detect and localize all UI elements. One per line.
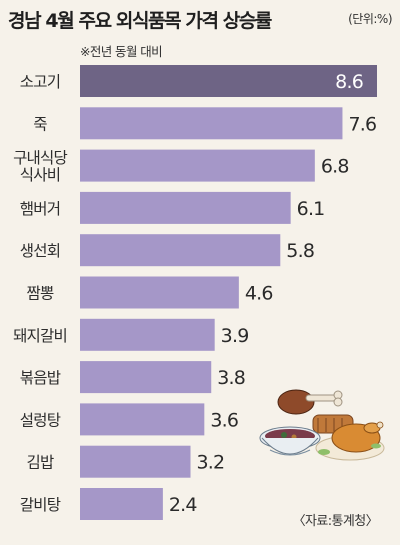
value-label: 3.9 xyxy=(221,325,249,347)
value-label: 4.6 xyxy=(245,283,273,305)
chart-title: 경남 4월 주요 외식품목 가격 상승률 xyxy=(8,10,272,32)
bar xyxy=(80,488,163,520)
value-label: 6.1 xyxy=(297,198,325,220)
bar xyxy=(80,276,239,309)
category-label: 볶음밥 xyxy=(20,369,61,387)
category-label: 김밥 xyxy=(27,454,54,472)
category-label: 죽 xyxy=(33,115,47,133)
bar xyxy=(80,445,191,478)
bar xyxy=(80,191,291,224)
value-label: 6.8 xyxy=(321,156,349,178)
category-label: 생선회 xyxy=(20,242,60,260)
value-label: 7.6 xyxy=(348,113,376,135)
value-label: 3.6 xyxy=(210,409,238,431)
category-label: 갈비탕 xyxy=(20,496,61,514)
bar xyxy=(80,107,343,140)
category-label: 햄버거 xyxy=(20,200,60,218)
value-label: 3.2 xyxy=(197,452,225,474)
value-label: 3.8 xyxy=(217,367,245,389)
category-label: 돼지갈비 xyxy=(13,327,67,345)
bar xyxy=(80,361,212,394)
food-illustration-icon xyxy=(259,389,385,461)
value-label: 8.6 xyxy=(335,71,363,93)
bar xyxy=(80,65,377,97)
bar xyxy=(80,234,281,267)
source-label: 〈자료:통계청〉 xyxy=(292,514,379,529)
bar xyxy=(80,149,315,182)
category-label: 구내식당 식사비 xyxy=(13,149,67,184)
category-label: 설렁탕 xyxy=(20,411,61,429)
category-label: 짬뽕 xyxy=(27,285,54,303)
value-label: 5.8 xyxy=(286,240,314,262)
comparison-note: ※전년 동월 대비 xyxy=(80,44,163,59)
unit-label: (단위:%) xyxy=(348,12,392,26)
bar xyxy=(80,403,205,436)
value-label: 2.4 xyxy=(169,494,198,516)
bar xyxy=(80,318,215,351)
category-label: 소고기 xyxy=(20,73,60,91)
